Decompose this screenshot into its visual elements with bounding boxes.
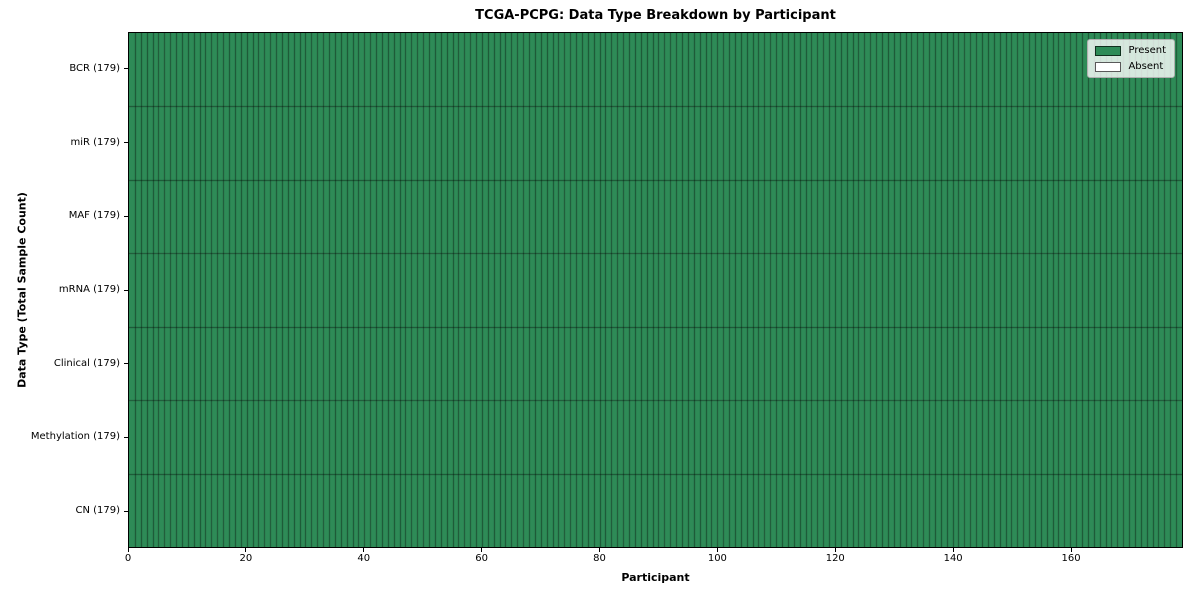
- legend-swatch-present: [1095, 45, 1122, 56]
- x-axis-label: Participant: [621, 571, 690, 584]
- x-tick-mark: [481, 548, 483, 552]
- legend-item-absent: Absent: [1095, 61, 1166, 72]
- y-tick-mark: [124, 289, 128, 291]
- legend-swatch-absent: [1095, 61, 1122, 72]
- x-tick-mark: [834, 548, 836, 552]
- y-tick-label: mRNA (179): [58, 284, 120, 295]
- x-tick-label: 140: [943, 553, 963, 564]
- y-tick-mark: [124, 215, 128, 217]
- heatmap-grid: [129, 33, 1182, 547]
- y-tick-mark: [124, 510, 128, 512]
- y-tick-label: CN (179): [75, 505, 120, 517]
- y-tick-mark: [124, 436, 128, 438]
- x-tick-label: 160: [1061, 553, 1081, 564]
- y-tick-mark: [124, 363, 128, 365]
- legend-label-absent: Absent: [1128, 61, 1164, 72]
- x-tick-mark: [716, 548, 718, 552]
- legend-item-present: Present: [1095, 45, 1166, 56]
- legend: Present Absent: [1087, 39, 1175, 78]
- chart-title: TCGA-PCPG: Data Type Breakdown by Partic…: [475, 8, 836, 23]
- y-tick-mark: [124, 142, 128, 144]
- x-tick-label: 80: [593, 553, 606, 564]
- x-tick-mark: [952, 548, 954, 552]
- x-tick-label: 40: [357, 553, 371, 564]
- x-tick-mark: [245, 548, 247, 552]
- x-tick-mark: [599, 548, 600, 552]
- x-tick-label: 60: [475, 553, 488, 564]
- x-tick-mark: [1070, 548, 1072, 552]
- x-tick-label: 20: [239, 553, 253, 564]
- plot-area: Present Absent: [128, 32, 1183, 548]
- y-tick-label: MAF (179): [68, 210, 120, 222]
- y-tick-label: miR (179): [70, 136, 120, 148]
- x-tick-label: 100: [707, 553, 727, 564]
- y-tick-label: BCR (179): [69, 62, 120, 74]
- y-tick-label: Clinical (179): [53, 357, 120, 369]
- y-tick-mark: [124, 68, 128, 70]
- y-tick-label: Methylation (179): [30, 431, 120, 443]
- legend-label-present: Present: [1128, 45, 1166, 56]
- x-tick-label: 120: [825, 553, 845, 564]
- x-tick-mark: [363, 548, 365, 552]
- x-tick-label: 0: [124, 553, 132, 564]
- x-tick-mark: [127, 548, 129, 552]
